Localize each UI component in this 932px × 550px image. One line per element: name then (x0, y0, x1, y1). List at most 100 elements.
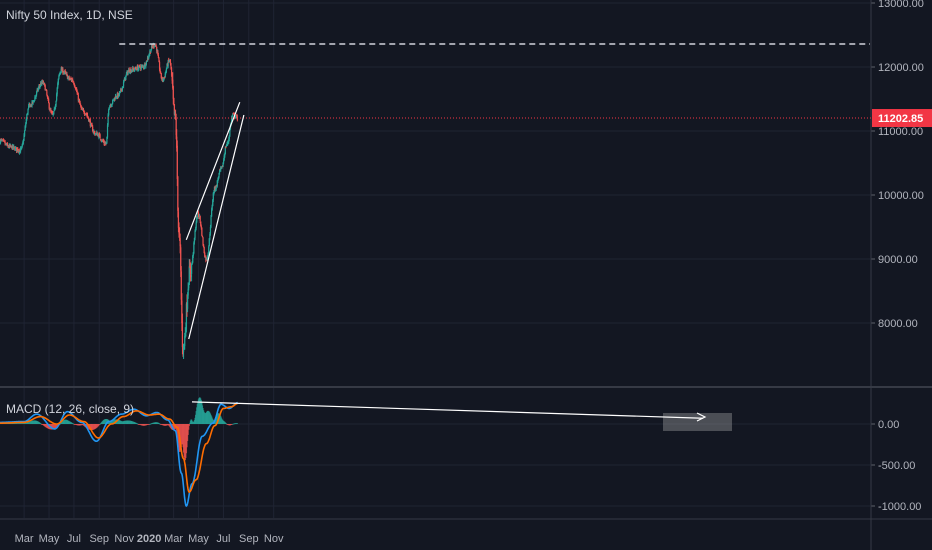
candle-body (202, 244, 205, 248)
candle-body (153, 44, 155, 47)
candle-body (217, 179, 219, 182)
candle-body (118, 92, 121, 95)
candle-body (105, 142, 107, 144)
candle-body (174, 111, 176, 115)
price-tick-label: 12000.00 (878, 62, 924, 74)
candle-body (201, 235, 204, 238)
candle-body (199, 216, 201, 221)
histogram-bar (236, 423, 238, 424)
candle-body (146, 57, 149, 62)
candle-body (32, 100, 34, 103)
wedge-trendline[interactable] (185, 101, 241, 241)
candle-body (184, 333, 186, 337)
candle-body (212, 193, 214, 201)
candle-body (4, 142, 6, 145)
candle-body (186, 296, 189, 309)
candle-body (44, 85, 46, 91)
candle-body (50, 109, 52, 112)
candle-body (177, 176, 179, 211)
candle-body (232, 114, 234, 116)
candle-body (190, 264, 193, 274)
candle-body (62, 68, 64, 74)
candle-body (211, 205, 213, 210)
candle-body (63, 72, 65, 74)
candle-body (56, 88, 58, 95)
candle-body (84, 113, 86, 115)
candle-body (210, 216, 212, 227)
x-tick-label: Mar (164, 533, 183, 545)
candle-body (82, 109, 85, 111)
candle-body (157, 54, 160, 58)
candle-body (90, 123, 93, 125)
candle-body (108, 109, 110, 115)
candle-body (145, 64, 147, 67)
candle-body (3, 141, 6, 143)
candle-body (114, 96, 117, 100)
candle-body (122, 86, 124, 88)
price-tick-label: 10000.00 (878, 190, 924, 202)
candle-body (86, 114, 88, 116)
candle-body (76, 88, 78, 92)
candle-body (150, 46, 153, 50)
macd-line (0, 401, 238, 508)
candle-body (158, 62, 161, 70)
candle-body (25, 123, 27, 127)
candle-body (94, 132, 96, 135)
candle-body (72, 81, 74, 83)
candle-body (160, 72, 162, 74)
candle-body (188, 285, 190, 289)
candle-body (167, 60, 169, 67)
candle-body (202, 237, 204, 245)
candle-body (28, 103, 30, 107)
candle-body (98, 134, 100, 138)
histogram-bar (40, 423, 42, 424)
x-tick-label: 2020 (137, 533, 161, 545)
price-tick-label: 9000.00 (878, 254, 918, 266)
candle-body (180, 247, 182, 271)
candle-body (116, 97, 118, 99)
candle-body (65, 72, 67, 74)
candle-body (227, 141, 229, 143)
candle-body (209, 227, 212, 234)
candle-body (106, 136, 108, 143)
candle-body (194, 228, 197, 231)
candle-body (48, 98, 50, 104)
candle-body (212, 199, 214, 206)
candle-body (83, 111, 85, 114)
candle-body (33, 100, 35, 102)
candle-body (35, 94, 37, 98)
candle-body (178, 229, 180, 235)
candle-body (3, 139, 5, 142)
candle-body (100, 138, 102, 140)
candle-body (228, 135, 230, 140)
candle-body (166, 64, 168, 69)
candle-body (78, 100, 81, 102)
candle-body (36, 91, 38, 95)
candle-body (25, 118, 27, 124)
wedge-trendline[interactable] (188, 114, 245, 340)
candle-body (46, 95, 49, 98)
x-tick-label: Jul (67, 533, 81, 545)
histogram-bar (188, 424, 190, 430)
candle-body (225, 147, 227, 149)
candle-body (13, 146, 15, 148)
candle-body (185, 328, 187, 331)
candle-body (215, 189, 217, 191)
macd-divergence-line[interactable] (191, 401, 704, 419)
candle-body (170, 63, 172, 69)
candle-body (111, 103, 113, 105)
candle-body (169, 59, 172, 64)
last-price-tag (872, 109, 932, 128)
candle-body (165, 68, 168, 72)
macd-histogram (0, 397, 238, 461)
candle-body (99, 134, 101, 139)
candle-body (110, 105, 113, 107)
candle-body (66, 74, 69, 79)
candle-body (218, 172, 220, 177)
price-tick-label: 8000.00 (878, 318, 918, 330)
candle-body (22, 142, 24, 145)
candle-body (119, 91, 121, 93)
chart-title: Nifty 50 Index, 1D, NSE (6, 8, 133, 22)
